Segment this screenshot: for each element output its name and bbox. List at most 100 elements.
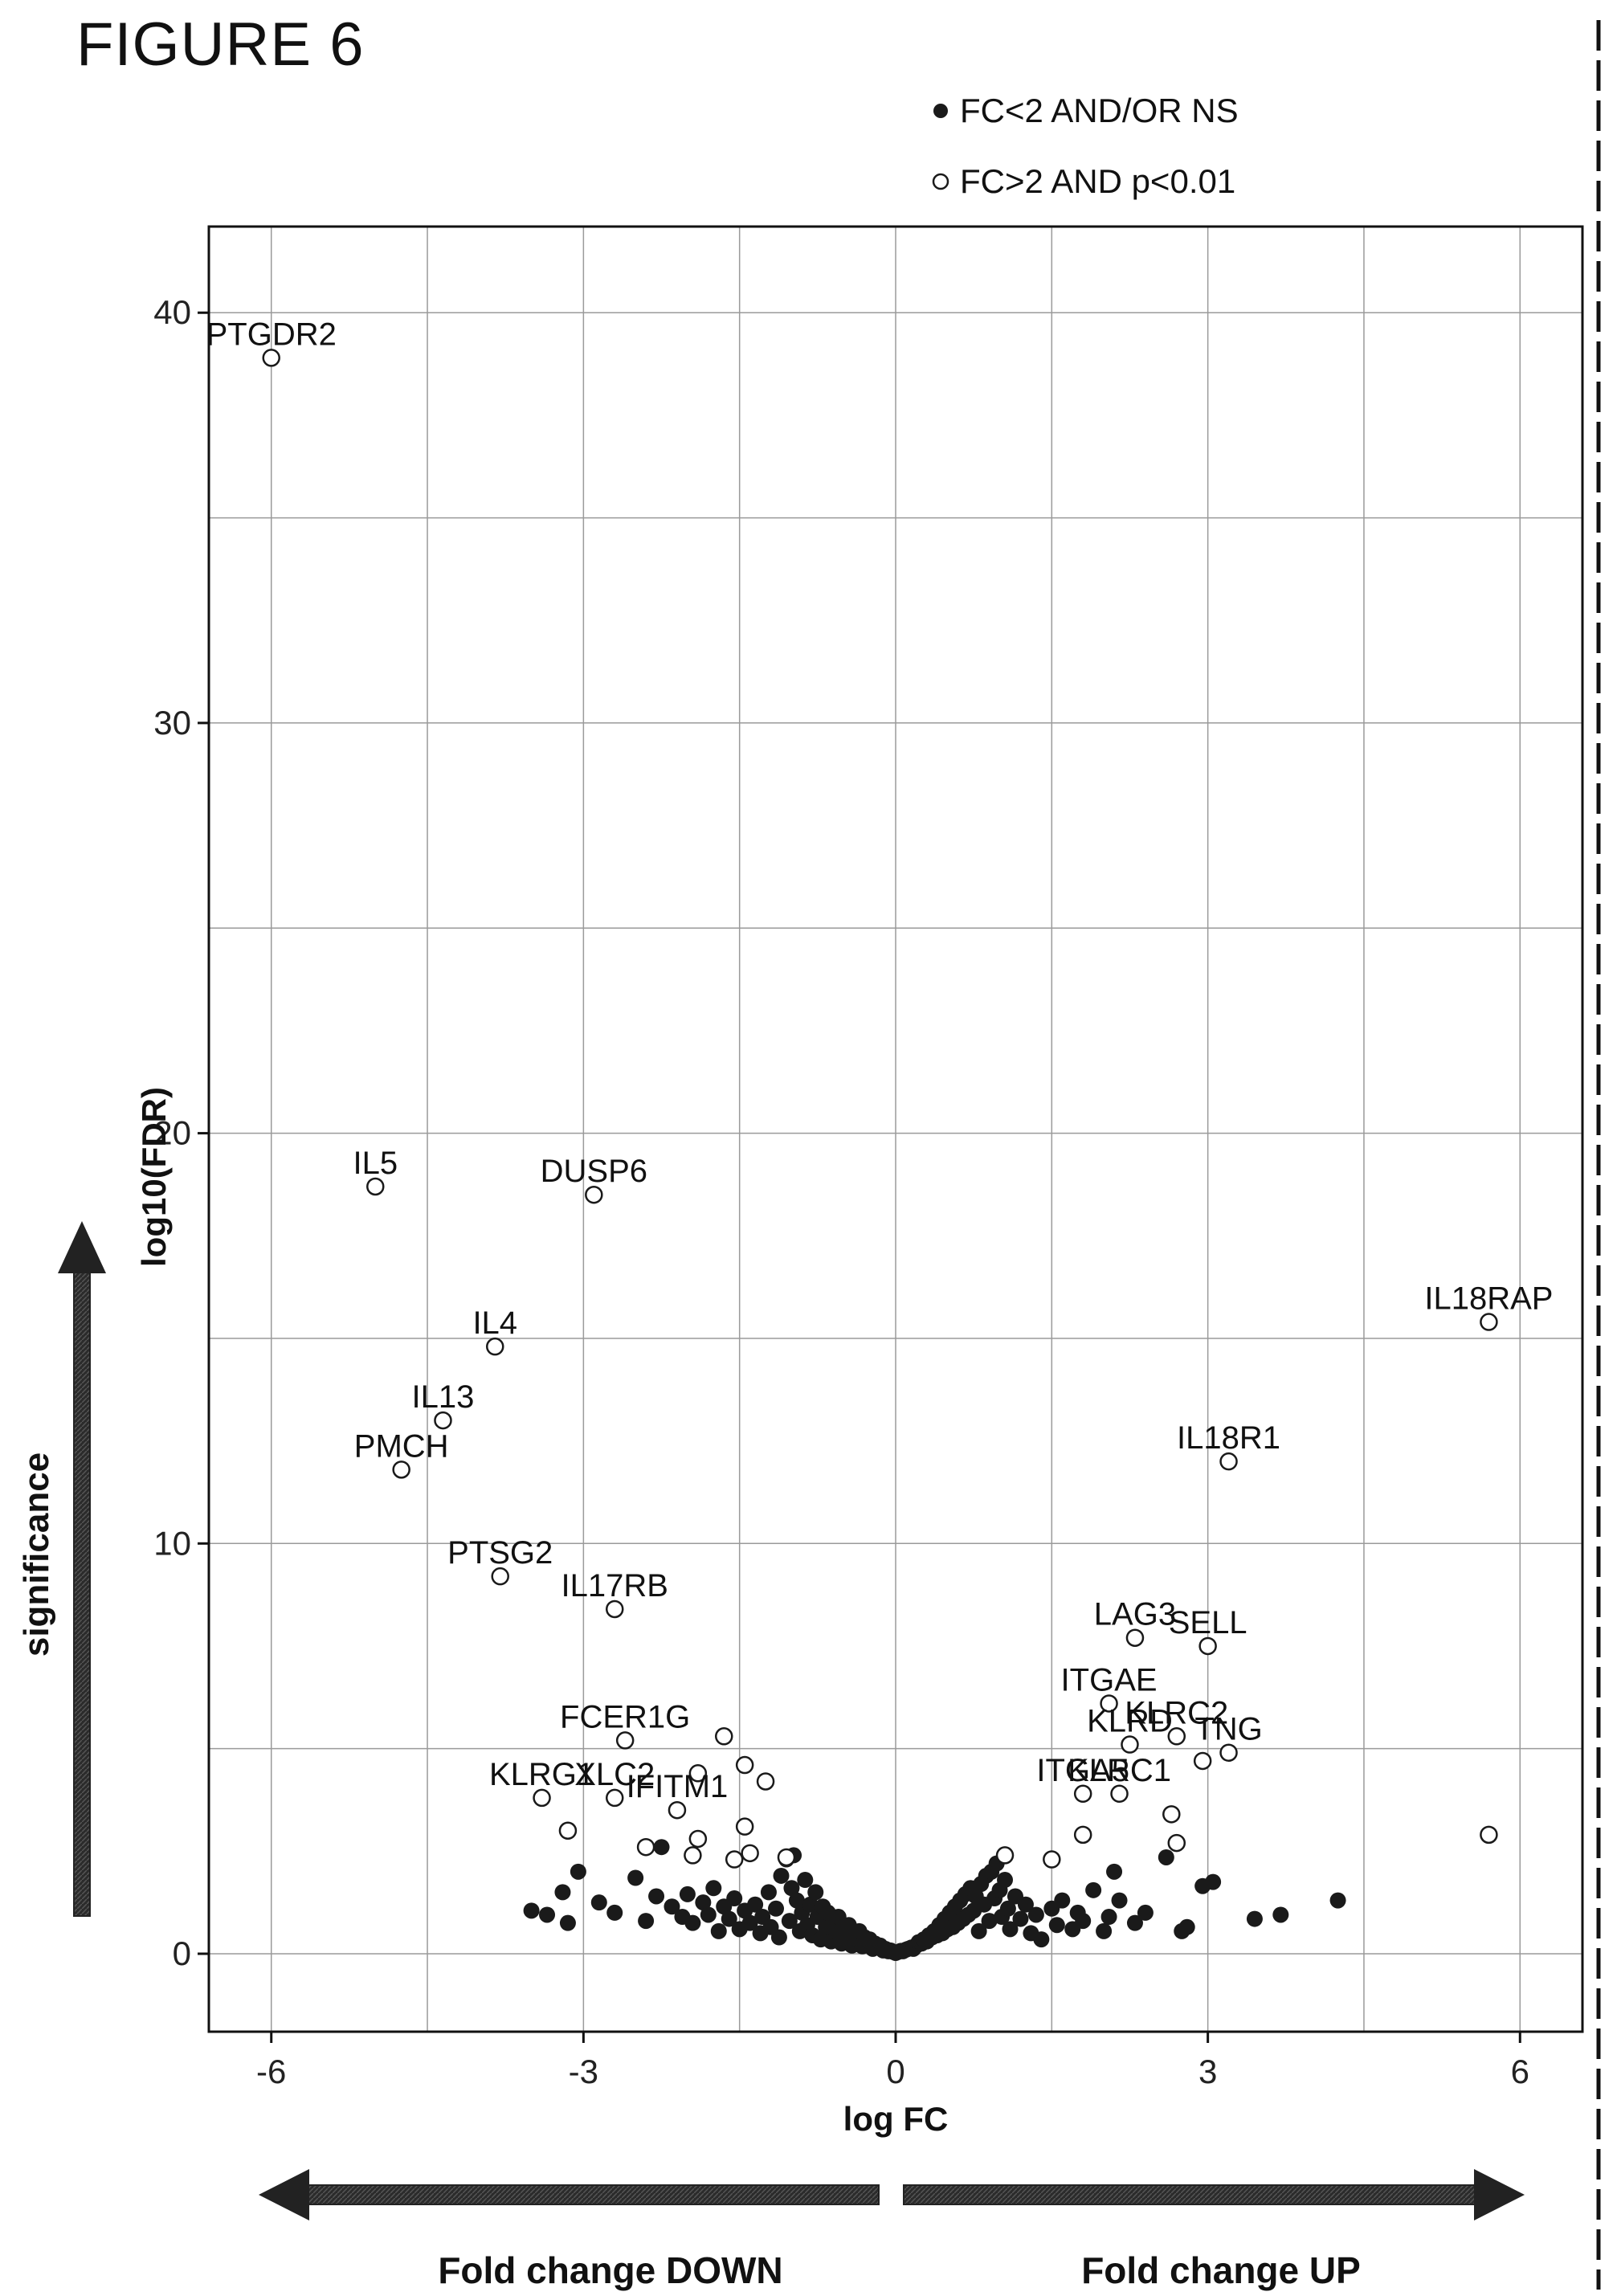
significant-point: [1100, 1694, 1118, 1713]
ns-point: [997, 1872, 1014, 1889]
ns-point: [1054, 1892, 1071, 1909]
significant-point: [741, 1844, 759, 1863]
ns-point: [1012, 1910, 1029, 1927]
y-tick-label: 30: [153, 704, 191, 742]
significant-point: [262, 349, 280, 367]
ns-point: [981, 1913, 998, 1930]
significant-point: [1073, 1825, 1092, 1845]
gene-label: KLRG1: [489, 1757, 594, 1792]
significant-point: [688, 1829, 708, 1849]
ns-point: [1002, 1921, 1019, 1938]
significant-point: [434, 1411, 452, 1430]
ns-point: [768, 1900, 785, 1917]
significant-point: [1193, 1751, 1212, 1771]
gene-label: IL4: [472, 1305, 517, 1341]
ns-point: [770, 1929, 787, 1946]
y-tick-label: 20: [153, 1114, 191, 1152]
ns-point: [559, 1914, 576, 1931]
significant-point: [366, 1177, 385, 1196]
ns-point: [1085, 1881, 1102, 1898]
fold-up-arrow: [903, 2169, 1525, 2220]
ns-point: [726, 1890, 743, 1907]
ns-point: [539, 1906, 556, 1923]
legend-filled-marker: [933, 104, 948, 118]
significant-point: [725, 1850, 744, 1869]
ns-point: [627, 1869, 644, 1886]
significant-point: [491, 1567, 509, 1586]
ns-point: [1027, 1906, 1044, 1923]
gene-label: XLC2: [574, 1757, 655, 1792]
ns-point: [1017, 1896, 1034, 1913]
significant-point: [636, 1837, 655, 1857]
significant-point: [392, 1461, 410, 1479]
ns-point: [773, 1867, 790, 1884]
gene-label: SELL: [1169, 1605, 1247, 1640]
ns-point: [1096, 1922, 1113, 1939]
significant-point: [1219, 1743, 1238, 1762]
gene-label: TNG: [1194, 1712, 1262, 1747]
ns-point: [523, 1902, 540, 1919]
ns-point: [554, 1884, 571, 1901]
ns-point: [684, 1914, 701, 1931]
significant-point: [1121, 1735, 1139, 1754]
y-tick-label: 40: [153, 293, 191, 331]
ns-point: [797, 1872, 814, 1889]
ns-point: [747, 1896, 764, 1913]
significant-point: [1167, 1833, 1186, 1853]
gene-label: IFITM1: [627, 1769, 729, 1804]
ns-point: [1126, 1914, 1143, 1931]
ns-point: [802, 1896, 819, 1913]
significant-point: [1125, 1628, 1145, 1647]
legend-open-label: FC>2 AND p<0.01: [960, 162, 1235, 200]
significant-point: [605, 1788, 624, 1808]
gene-label: PMCH: [354, 1428, 449, 1464]
ns-point: [695, 1894, 712, 1911]
figure-title: FIGURE 6: [76, 10, 365, 79]
y-axis-title: log10(FDR): [135, 1087, 173, 1267]
ns-point: [721, 1910, 737, 1927]
ns-point: [606, 1904, 623, 1921]
ns-point: [781, 1913, 798, 1930]
significant-point: [1219, 1452, 1238, 1471]
y-tick-label: 10: [153, 1524, 191, 1562]
significance-arrow: [58, 1221, 106, 1917]
significant-point: [1198, 1636, 1217, 1656]
significant-point: [585, 1185, 603, 1204]
ns-point: [570, 1863, 586, 1880]
ns-point: [1100, 1909, 1117, 1926]
ns-point: [1048, 1917, 1065, 1934]
significant-point: [756, 1772, 775, 1791]
significant-point: [995, 1846, 1015, 1865]
significant-point: [1162, 1805, 1181, 1824]
ns-point: [783, 1880, 800, 1897]
ns-point: [705, 1880, 722, 1897]
ns-point: [1106, 1863, 1123, 1880]
gene-label: KLRC2: [1125, 1695, 1228, 1730]
ns-point: [590, 1894, 607, 1911]
significant-point: [1480, 1825, 1498, 1845]
ns-point: [653, 1839, 670, 1856]
axis-ticks: -6 -3 0 3 6 0 10 20 30 40: [153, 293, 1529, 2090]
legend: FC<2 AND/OR NS FC>2 AND p<0.01: [932, 92, 1239, 200]
ns-point: [1158, 1849, 1174, 1865]
ns-point: [638, 1913, 655, 1930]
ns-point: [648, 1888, 665, 1905]
gene-label: IL5: [353, 1146, 398, 1181]
significant-point: [615, 1731, 635, 1750]
ns-point: [1075, 1913, 1092, 1930]
significance-label: significance: [17, 1452, 56, 1657]
ns-point: [999, 1900, 1016, 1917]
fold-up-label: Fold change UP: [1081, 2249, 1361, 2291]
gene-label: LAG3: [1094, 1597, 1176, 1632]
significant-point: [1110, 1784, 1129, 1804]
legend-filled-label: FC<2 AND/OR NS: [960, 92, 1239, 129]
gene-label: PTSG2: [447, 1535, 553, 1571]
fold-down-arrow: [259, 2169, 880, 2220]
significant-point: [1043, 1850, 1061, 1869]
fold-down-label: Fold change DOWN: [438, 2249, 782, 2291]
gene-label: ITGAE: [1061, 1662, 1158, 1697]
ns-point: [1329, 1892, 1346, 1909]
x-tick-label: -6: [256, 2053, 286, 2090]
x-tick-label: 0: [886, 2053, 904, 2090]
significant-point: [558, 1821, 578, 1840]
